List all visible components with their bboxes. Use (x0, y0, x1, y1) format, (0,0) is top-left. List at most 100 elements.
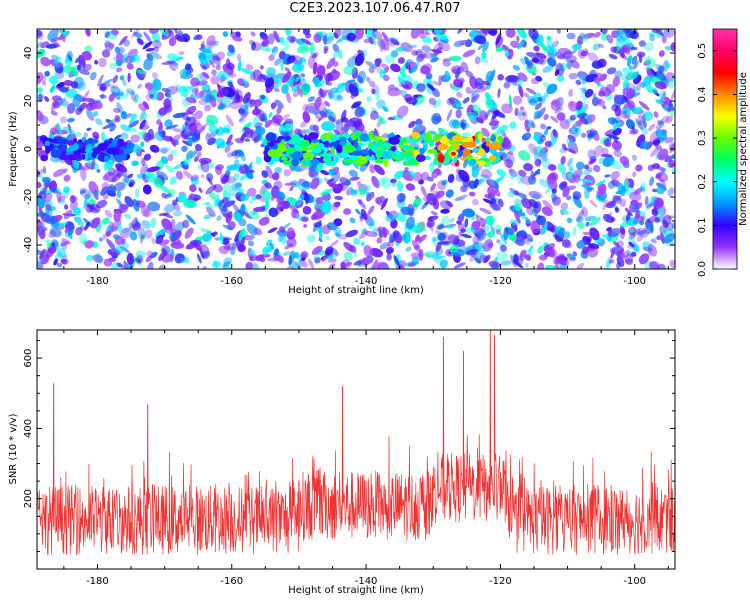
heatmap-cell (632, 228, 640, 238)
heatmap-cell (638, 101, 650, 111)
heatmap-cell (516, 35, 520, 42)
heatmap-cell (213, 41, 219, 47)
heatmap-cell (575, 80, 582, 86)
heatmap-cell (661, 91, 666, 103)
heatmap-cell (159, 185, 171, 194)
heatmap-cell (598, 73, 608, 82)
heatmap-cell (524, 92, 530, 98)
heatmap-cell (240, 203, 246, 214)
heatmap-cell (140, 163, 149, 175)
heatmap-cell (207, 176, 213, 186)
heatmap-cell (624, 207, 633, 217)
heatmap-cell (161, 218, 173, 230)
heatmap-cell (645, 66, 651, 72)
heatmap-cell (534, 102, 543, 110)
heatmap-cell (628, 65, 634, 71)
heatmap-cell (419, 29, 428, 39)
heatmap-cell (126, 142, 135, 149)
heatmap-cell (321, 224, 331, 235)
heatmap-cell (446, 97, 455, 106)
heatmap-cell (546, 126, 552, 130)
heatmap-cell (582, 76, 587, 85)
heatmap-cell (168, 63, 177, 72)
heatmap-cell (360, 241, 365, 247)
heatmap-cell (627, 178, 635, 189)
heatmap-cell (629, 227, 634, 233)
heatmap-cell (226, 134, 233, 145)
heatmap-cell (222, 200, 236, 208)
heatmap-cell (258, 216, 270, 226)
heatmap-cell (56, 122, 63, 135)
heatmap-cell (122, 148, 132, 154)
heatmap-cell (168, 36, 177, 47)
heatmap-cell (306, 105, 319, 115)
heatmap-cell (635, 209, 641, 219)
heatmap-cell (621, 91, 626, 105)
colorbar: 0.0 0.1 0.2 0.3 0.4 0.5 Normalized spectral a… (697, 28, 749, 277)
heatmap-cell (187, 135, 193, 147)
heatmap-cell (129, 118, 135, 125)
heatmap-cell (646, 58, 656, 68)
heatmap-cell (581, 206, 589, 218)
heatmap-cell (200, 159, 210, 173)
heatmap-cell (140, 204, 150, 217)
heatmap-cell (554, 107, 563, 114)
heatmap-cell (147, 201, 161, 212)
heatmap-cell (159, 146, 171, 153)
heatmap-cell (644, 196, 649, 206)
heatmap-cell (508, 169, 518, 178)
heatmap-cell (471, 166, 480, 178)
heatmap-cell (152, 72, 158, 80)
heatmap-cell (524, 60, 535, 66)
heatmap-cell (65, 86, 70, 92)
heatmap-cell (359, 217, 364, 222)
heatmap-cell (490, 134, 497, 143)
heatmap-cell (127, 48, 138, 59)
heatmap-cell (518, 83, 524, 98)
heatmap-cell (520, 57, 526, 65)
heatmap-cell (411, 131, 421, 139)
heatmap-cell (375, 197, 383, 204)
heatmap-cell (639, 81, 646, 88)
heatmap-cell (176, 239, 182, 245)
heatmap-cell (366, 155, 376, 161)
heatmap-cell (329, 251, 339, 260)
heatmap-cell (137, 83, 142, 89)
spectrogram-x-axis-label: Height of straight line (km) (288, 285, 424, 296)
heatmap-cell (200, 173, 205, 179)
heatmap-cell (129, 55, 136, 63)
heatmap-cell (321, 80, 326, 85)
heatmap-cell (499, 244, 507, 252)
heatmap-cell (427, 83, 435, 91)
heatmap-cell (454, 194, 468, 202)
heatmap-cell (577, 221, 585, 230)
heatmap-cell (194, 110, 203, 120)
heatmap-cell (568, 165, 574, 172)
heatmap-cell (451, 105, 464, 110)
heatmap-cell (265, 198, 270, 210)
heatmap-cell (422, 36, 432, 44)
heatmap-cell (385, 246, 395, 254)
heatmap-cell (412, 149, 422, 155)
heatmap-cell (651, 208, 659, 217)
heatmap-cell (585, 221, 590, 227)
heatmap-cell (111, 219, 122, 231)
heatmap-cell (505, 29, 516, 38)
heatmap-cell (232, 203, 241, 215)
heatmap-cell (606, 67, 617, 75)
heatmap-cell (627, 235, 636, 244)
heatmap-cell (346, 32, 356, 42)
heatmap-cell (539, 135, 547, 142)
heatmap-cell (647, 251, 652, 257)
y-tick-label: 0 (23, 146, 34, 152)
heatmap-cell (330, 202, 339, 211)
heatmap-cell (437, 154, 445, 163)
heatmap-cell (504, 158, 514, 168)
heatmap-cell (408, 158, 418, 166)
heatmap-cell (56, 221, 68, 229)
heatmap-cell (82, 63, 92, 72)
heatmap-cell (278, 226, 286, 233)
heatmap-cell (304, 102, 317, 114)
heatmap-cell (292, 205, 298, 219)
heatmap-cell (260, 253, 271, 258)
